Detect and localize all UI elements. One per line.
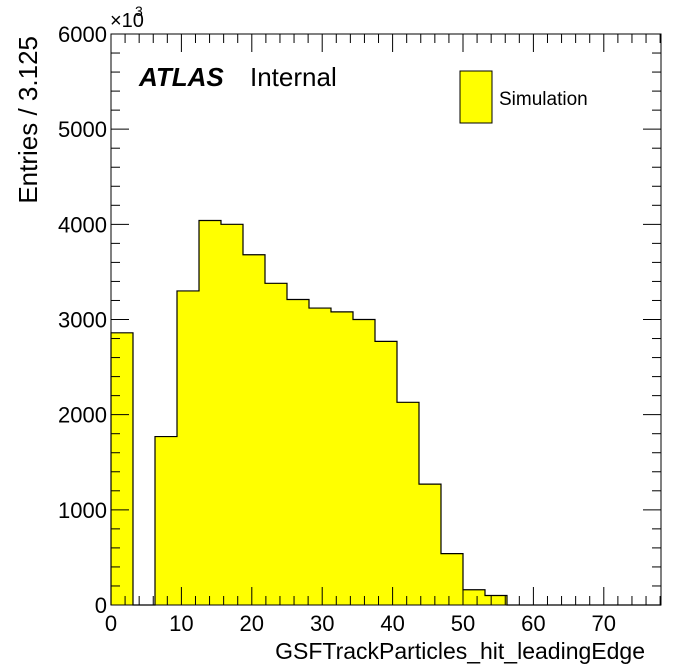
histogram-bar bbox=[441, 553, 463, 605]
atlas-sublabel: Internal bbox=[250, 62, 337, 92]
x-tick-label: 50 bbox=[451, 611, 475, 636]
y-tick-labels: 0 1000 2000 3000 4000 5000 6000 bbox=[58, 22, 107, 618]
histogram-bar bbox=[177, 290, 199, 605]
y-tick-label: 5000 bbox=[58, 117, 107, 142]
histogram-bar bbox=[331, 311, 353, 605]
x-axis-label: GSFTrackParticles_hit_leadingEdge bbox=[275, 638, 645, 664]
y-tick-label: 0 bbox=[95, 593, 107, 618]
histogram-bar bbox=[243, 254, 265, 605]
histogram-bar bbox=[111, 332, 133, 605]
histogram-bar bbox=[485, 595, 507, 605]
y-tick-label: 2000 bbox=[58, 403, 107, 428]
x-tick-label: 40 bbox=[380, 611, 404, 636]
y-tick-label: 6000 bbox=[58, 22, 107, 47]
y-multiplier: ×10 bbox=[110, 10, 144, 32]
x-tick-label: 0 bbox=[105, 611, 117, 636]
legend-label-simulation: Simulation bbox=[499, 89, 588, 110]
legend-swatch-simulation bbox=[459, 70, 493, 124]
histogram-bar bbox=[375, 341, 397, 605]
histogram-bar bbox=[309, 308, 331, 605]
y-tick-label: 1000 bbox=[58, 498, 107, 523]
histogram-bar bbox=[419, 484, 441, 605]
y-multiplier-exponent: 3 bbox=[135, 3, 143, 19]
histogram-outline bbox=[110, 219, 661, 606]
histogram-bar bbox=[287, 299, 309, 605]
histogram-bar bbox=[265, 283, 287, 605]
histogram-bar bbox=[463, 589, 485, 605]
x-tick-label: 10 bbox=[169, 611, 193, 636]
histogram-bar bbox=[199, 220, 221, 605]
x-tick-label: 70 bbox=[592, 611, 616, 636]
y-tick-label: 3000 bbox=[58, 308, 107, 333]
axis-ticks bbox=[110, 33, 661, 606]
y-tick-label: 4000 bbox=[58, 212, 107, 237]
histogram-bar bbox=[353, 319, 375, 605]
x-tick-label: 30 bbox=[310, 611, 334, 636]
x-tick-labels: 0 10 20 30 40 50 60 70 bbox=[105, 611, 616, 636]
histogram-bars bbox=[111, 220, 507, 606]
histogram-step-line bbox=[110, 219, 661, 606]
histogram-bar bbox=[397, 402, 419, 605]
x-tick-label: 20 bbox=[240, 611, 264, 636]
histogram-bar bbox=[155, 436, 177, 605]
x-tick-label: 60 bbox=[521, 611, 545, 636]
atlas-label: ATLAS bbox=[138, 62, 224, 92]
y-axis-label: Entries / 3.125 bbox=[13, 36, 43, 204]
histogram-bar bbox=[221, 224, 243, 606]
